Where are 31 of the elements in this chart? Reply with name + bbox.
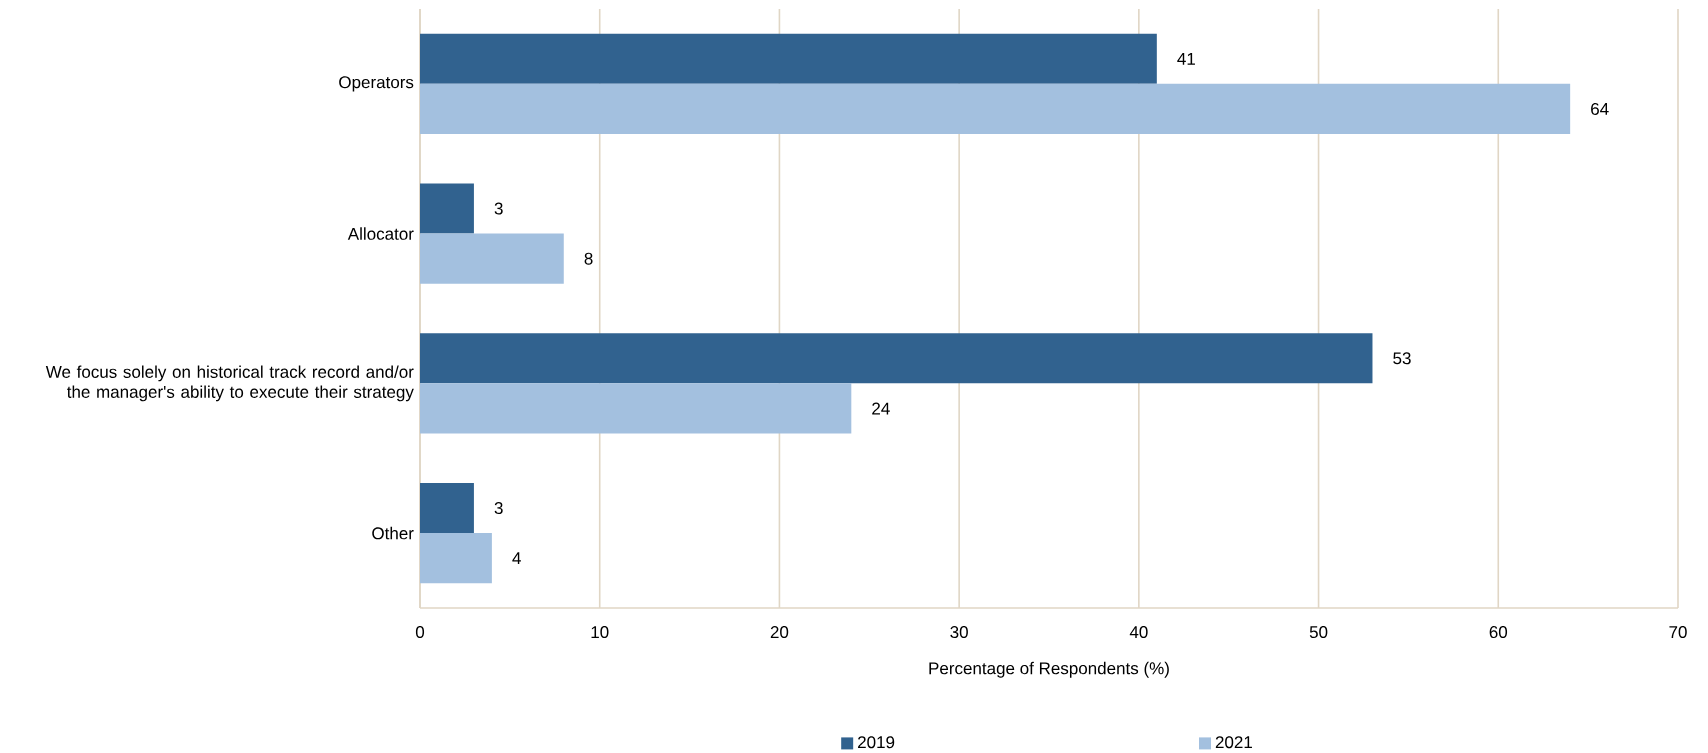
data-label: 64: [1591, 102, 1609, 115]
data-label: 8: [584, 252, 593, 265]
legend-label: 2019: [858, 736, 895, 749]
bar: [420, 183, 474, 234]
data-label: 3: [494, 202, 503, 215]
y-tick-label: Other: [372, 526, 414, 540]
data-label: 3: [494, 502, 503, 515]
x-tick-label: 10: [591, 626, 609, 639]
bar: [420, 333, 1373, 384]
data-label: 41: [1177, 52, 1195, 65]
data-label: 53: [1393, 352, 1411, 365]
bar: [420, 33, 1157, 84]
x-tick-label: 50: [1309, 626, 1328, 639]
x-tick-label: 30: [950, 626, 968, 639]
y-tick-label: Operators: [339, 76, 414, 92]
legend-label: 2021: [1215, 736, 1252, 749]
x-tick-label: 20: [770, 626, 789, 639]
bar: [420, 233, 564, 284]
x-axis-title: Percentage of Respondents (%): [929, 661, 1169, 678]
x-tick-label: 40: [1129, 626, 1148, 639]
x-tick-label: 60: [1489, 626, 1508, 639]
y-tick-label: Allocator: [347, 227, 414, 240]
bar: [420, 383, 852, 434]
x-tick-label: 0: [415, 626, 425, 639]
bar: [420, 83, 1571, 135]
data-label: 4: [512, 552, 521, 565]
bar: [420, 533, 492, 584]
x-tick-label: 70: [1669, 626, 1687, 639]
bar: [420, 482, 474, 534]
data-label: 24: [872, 402, 890, 415]
y-tick-label: We focus solely on historical track record and/or the manager's ability to execute their strategy: [45, 365, 414, 402]
